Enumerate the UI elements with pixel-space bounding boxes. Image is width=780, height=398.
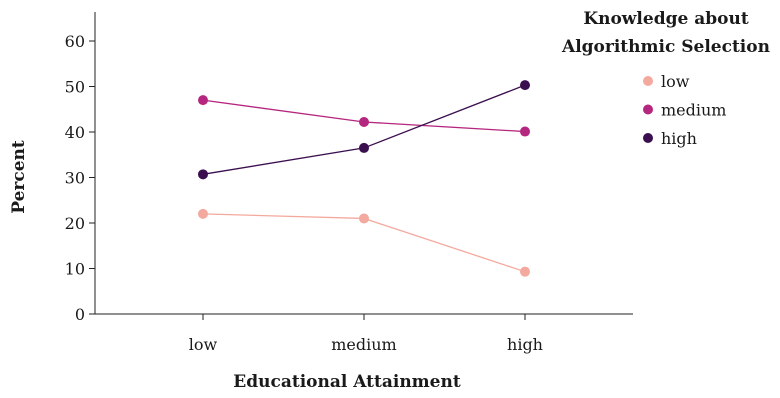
- y-tick-label: 0: [75, 305, 85, 324]
- y-tick-label: 30: [65, 169, 85, 188]
- data-point-medium-medium: [359, 116, 369, 127]
- y-tick-label: 60: [65, 32, 85, 51]
- legend-items: low medium high: [643, 72, 726, 148]
- series-lines: [202, 84, 526, 273]
- data-point-low-medium: [359, 213, 369, 224]
- y-tick-label: 50: [65, 78, 85, 97]
- legend-title-line-2: Algorithmic Selection: [561, 37, 770, 57]
- data-point-low-low: [198, 208, 208, 219]
- legend-swatch-high: [643, 133, 653, 143]
- y-axis-title: Percent: [9, 140, 29, 214]
- data-point-medium-low: [198, 95, 208, 106]
- data-point-high-medium: [359, 142, 369, 153]
- data-point-medium-high: [520, 126, 530, 137]
- data-point-high-low: [198, 169, 208, 180]
- x-tick-label: high: [507, 335, 543, 354]
- series-points: [198, 80, 530, 277]
- x-tick-label: medium: [331, 335, 396, 354]
- x-tick-label: low: [189, 335, 218, 354]
- y-tick-label: 20: [65, 214, 85, 233]
- legend-label-medium: medium: [661, 101, 726, 120]
- legend-swatch-low: [643, 76, 653, 86]
- data-point-low-high: [520, 266, 530, 277]
- legend: Knowledge about Algorithmic Selection lo…: [561, 9, 770, 148]
- y-tick-label: 10: [65, 260, 85, 279]
- legend-label-high: high: [661, 129, 697, 148]
- series-line-high: [202, 84, 526, 175]
- data-point-high-high: [520, 80, 530, 91]
- y-tick-label: 40: [65, 123, 85, 142]
- x-axis-title: Educational Attainment: [233, 372, 461, 392]
- legend-swatch-medium: [643, 104, 653, 115]
- axes: 0 10 20 30 40 50 60 low medium high: [65, 12, 633, 354]
- legend-title-line-1: Knowledge about: [583, 9, 748, 29]
- legend-label-low: low: [661, 72, 690, 91]
